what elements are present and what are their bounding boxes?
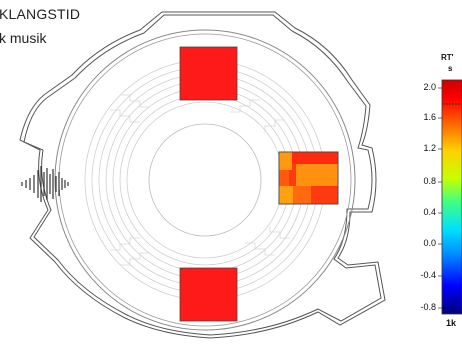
title-line-1: KLANGSTID	[0, 6, 81, 22]
color-scale-bar	[441, 79, 462, 315]
scale-tick-0-8: 0.8	[423, 176, 436, 186]
hall-outline	[19, 11, 386, 339]
color-scale-ticks	[438, 87, 442, 309]
receiver-area-top	[179, 46, 238, 101]
color-scale-unit-label: s	[448, 64, 453, 73]
scale-tick-0-0: 0.0	[423, 238, 436, 248]
receiver-area-right	[278, 151, 339, 205]
scale-tick-1-2: 1.2	[423, 143, 436, 153]
scale-tick-neg-0-4: -0.4	[420, 270, 436, 280]
sound-waveform-icon	[21, 166, 69, 202]
title-line-2: k musik	[0, 30, 47, 46]
scale-tick-0-4: 0.4	[423, 207, 436, 217]
seat-rows	[110, 94, 290, 266]
color-scale-quantity-label: RT'	[441, 53, 454, 62]
scale-tick-2-0: 2.0	[423, 82, 436, 92]
color-scale-frequency-label: 1k	[446, 318, 457, 328]
scale-tick-1-6: 1.6	[423, 112, 436, 122]
scale-tick-neg-0-8: -0.8	[420, 302, 436, 312]
receiver-area-bottom	[179, 267, 238, 322]
